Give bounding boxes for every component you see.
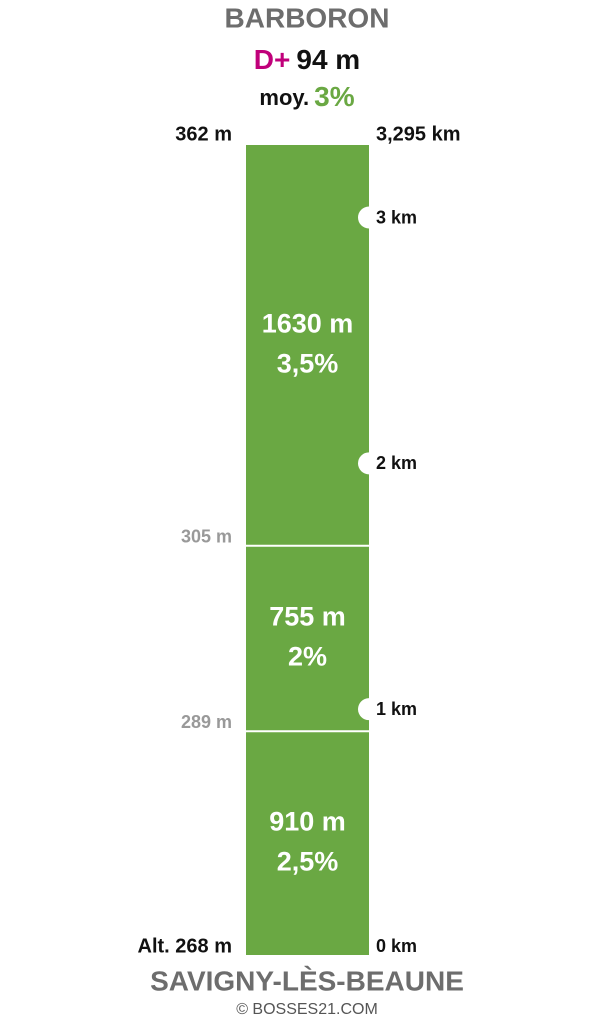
segment-length: 755 m — [269, 602, 346, 632]
segment — [246, 145, 369, 546]
km-label: 0 km — [376, 936, 417, 956]
km-notch — [358, 452, 369, 475]
altitude-label: 305 m — [181, 526, 232, 546]
altitude-label: Alt. 268 m — [138, 935, 232, 957]
title: BARBORON — [225, 2, 390, 33]
km-label: 1 km — [376, 699, 417, 719]
km-notch — [358, 206, 369, 229]
segment-grade: 3,5% — [277, 348, 339, 378]
km-label: 3,295 km — [376, 123, 461, 145]
credit: © BOSSES21.COM — [236, 1001, 378, 1018]
gain-value: 94 m — [296, 44, 360, 75]
altitude-label: 362 m — [175, 123, 232, 145]
average: moy. 3% — [259, 81, 354, 112]
altitude-label: 289 m — [181, 712, 232, 732]
segment — [246, 545, 369, 732]
elevation-gain: D+ 94 m — [254, 44, 360, 75]
km-label: 2 km — [376, 453, 417, 473]
start-name: SAVIGNY-LÈS-BEAUNE — [150, 965, 464, 996]
gain-prefix: D+ — [254, 44, 291, 75]
km-label: 3 km — [376, 207, 417, 227]
segment-length: 1630 m — [262, 308, 354, 338]
segment — [246, 731, 369, 955]
segment-grade: 2,5% — [277, 846, 339, 876]
km-notch — [358, 698, 369, 721]
segment-length: 910 m — [269, 806, 346, 836]
average-value: 3% — [314, 81, 355, 112]
average-prefix: moy. — [259, 85, 309, 110]
segment-grade: 2% — [288, 642, 327, 672]
